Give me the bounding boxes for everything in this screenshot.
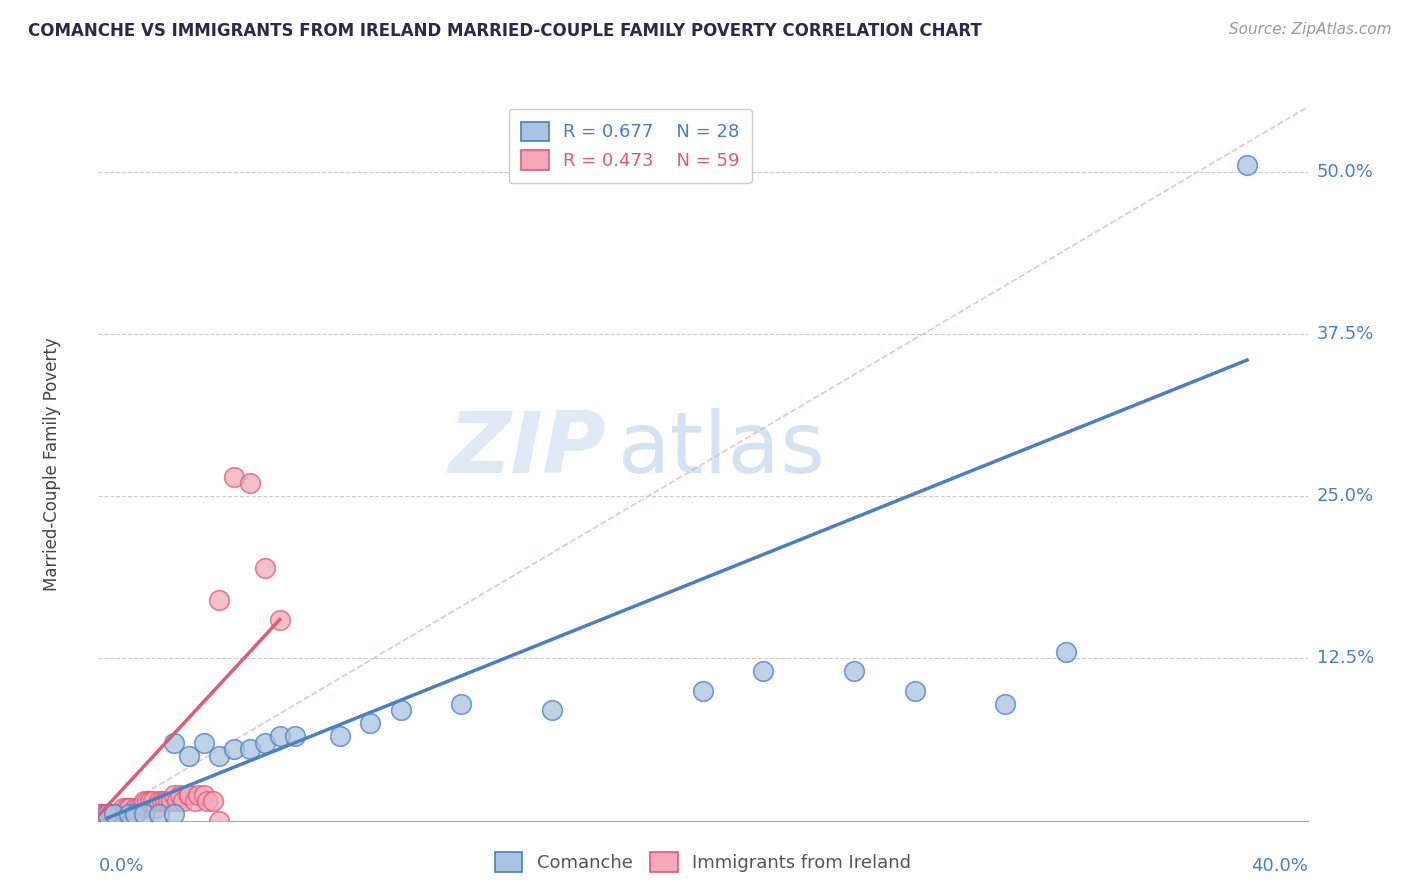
Point (284, 729, 307, 743)
Point (253, 736, 276, 750)
Point (153, 794, 176, 808)
Point (124, 807, 146, 822)
Point (108, 807, 131, 822)
Point (135, 794, 157, 808)
Point (111, 807, 134, 822)
Point (269, 613, 291, 627)
Point (129, 800, 152, 814)
Point (103, 807, 125, 822)
Point (118, 807, 141, 822)
Text: 25.0%: 25.0% (1316, 487, 1374, 505)
Point (139, 794, 162, 808)
Text: Source: ZipAtlas.com: Source: ZipAtlas.com (1229, 22, 1392, 37)
Point (184, 794, 207, 808)
Point (87, 814, 110, 828)
Point (994, 697, 1017, 711)
Text: 37.5%: 37.5% (1316, 325, 1374, 343)
Point (96, 807, 118, 822)
Point (108, 807, 131, 822)
Point (208, 593, 231, 607)
Point (187, 788, 209, 802)
Point (103, 807, 125, 822)
Point (87, 814, 110, 828)
Point (172, 794, 194, 808)
Point (177, 748, 201, 763)
Point (195, 794, 218, 808)
Point (127, 800, 149, 814)
Point (103, 814, 125, 828)
Point (132, 800, 155, 814)
Point (163, 736, 186, 750)
Text: 12.5%: 12.5% (1316, 649, 1374, 667)
Point (87, 814, 110, 828)
Point (752, 665, 775, 679)
Point (124, 800, 146, 814)
Point (96, 807, 118, 822)
Legend: Comanche, Immigrants from Ireland: Comanche, Immigrants from Ireland (484, 841, 922, 883)
Point (132, 807, 155, 822)
Point (169, 788, 191, 802)
Text: 0.0%: 0.0% (98, 857, 143, 875)
Point (540, 703, 562, 717)
Point (208, 748, 231, 763)
Point (253, 560, 276, 574)
Point (389, 703, 412, 717)
Text: 40.0%: 40.0% (1251, 857, 1308, 875)
Point (150, 794, 173, 808)
Point (87, 814, 110, 828)
Point (692, 684, 714, 698)
Text: ZIP: ZIP (449, 408, 606, 491)
Text: 50.0%: 50.0% (1316, 163, 1374, 181)
Point (93, 807, 115, 822)
Point (100, 807, 122, 822)
Point (239, 742, 262, 756)
Point (160, 794, 183, 808)
Point (224, 742, 246, 756)
Point (118, 800, 141, 814)
Point (96, 807, 118, 822)
Point (224, 470, 246, 484)
Point (100, 807, 122, 822)
Point (177, 788, 201, 802)
Point (166, 794, 188, 808)
Text: atlas: atlas (619, 408, 827, 491)
Point (1236, 158, 1258, 172)
Point (208, 814, 231, 828)
Point (329, 729, 352, 743)
Point (163, 807, 186, 822)
Point (1054, 645, 1077, 659)
Point (450, 697, 472, 711)
Point (177, 788, 201, 802)
Text: Married-Couple Family Poverty: Married-Couple Family Poverty (44, 337, 62, 591)
Point (163, 788, 186, 802)
Point (269, 729, 291, 743)
Point (87, 814, 110, 828)
Point (904, 684, 927, 698)
Point (114, 800, 136, 814)
Point (360, 716, 382, 731)
Point (87, 814, 110, 828)
Point (145, 800, 167, 814)
Point (193, 788, 215, 802)
Point (148, 794, 170, 808)
Point (114, 807, 136, 822)
Text: COMANCHE VS IMMIGRANTS FROM IRELAND MARRIED-COUPLE FAMILY POVERTY CORRELATION CH: COMANCHE VS IMMIGRANTS FROM IRELAND MARR… (28, 22, 981, 40)
Point (239, 476, 262, 491)
Point (202, 794, 225, 808)
Point (87, 814, 110, 828)
Point (156, 794, 179, 808)
Point (844, 665, 866, 679)
Point (132, 794, 155, 808)
Point (90, 807, 112, 822)
Point (105, 807, 128, 822)
Point (87, 814, 110, 828)
Point (87, 814, 110, 828)
Point (87, 807, 110, 822)
Point (111, 800, 134, 814)
Point (142, 794, 165, 808)
Point (87, 814, 110, 828)
Point (193, 736, 215, 750)
Point (118, 800, 141, 814)
Point (148, 807, 170, 822)
